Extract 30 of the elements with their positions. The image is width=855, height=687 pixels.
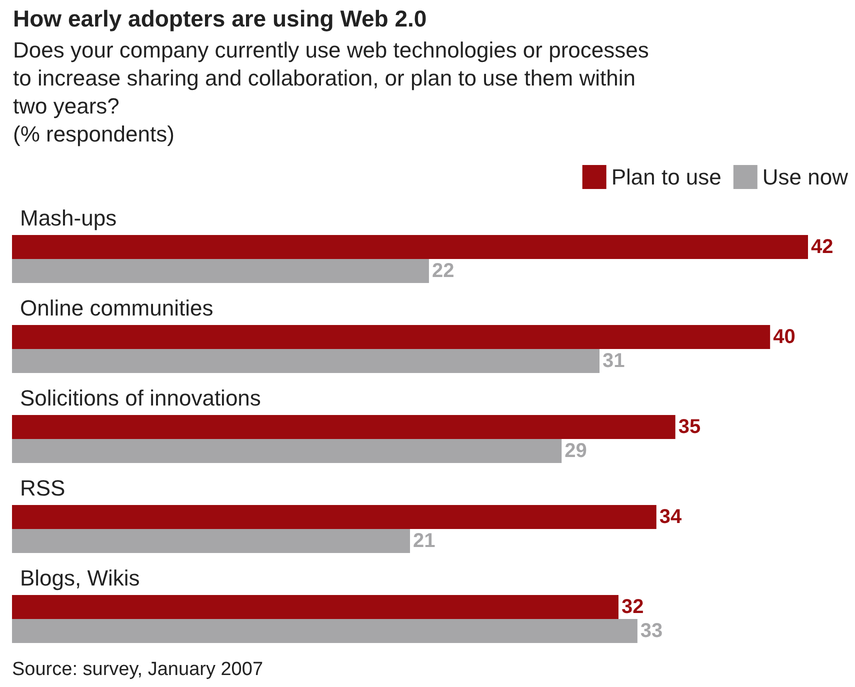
y-tick-label: Online communities (20, 296, 214, 320)
data-label: 32 (621, 596, 644, 618)
data-label: 29 (564, 440, 587, 462)
bar (12, 325, 770, 349)
bar (12, 619, 638, 643)
bar (12, 415, 676, 439)
bar (12, 235, 808, 259)
data-label: 42 (811, 236, 834, 258)
legend-label: Plan to use (611, 164, 722, 190)
y-tick-label: RSS (20, 476, 66, 500)
legend-label: Use now (762, 164, 848, 190)
bar (12, 259, 429, 283)
chart-title: How early adopters are using Web 2.0 (13, 6, 427, 32)
bar (12, 349, 600, 373)
data-label: 31 (602, 350, 625, 372)
y-tick-label: Blogs, Wikis (20, 566, 140, 590)
data-label: 34 (659, 506, 683, 528)
data-label: 40 (773, 326, 796, 348)
data-label: 22 (432, 260, 454, 282)
y-tick-label: Solicitions of innovations (20, 386, 261, 410)
bar (12, 439, 562, 463)
y-tick-label: Mash-ups (20, 206, 117, 230)
bar (12, 529, 410, 553)
chart-subtitle: Does your company currently use web technologies or processes to increase sharing and collaboration, or plan to use them within two years? (% respondents) (13, 38, 649, 146)
data-label: 35 (678, 416, 701, 438)
data-label: 33 (640, 620, 663, 642)
bar (12, 505, 656, 529)
annotation: Source: survey, January 2007 (12, 659, 264, 680)
bar (12, 595, 618, 619)
data-label: 21 (413, 530, 436, 552)
